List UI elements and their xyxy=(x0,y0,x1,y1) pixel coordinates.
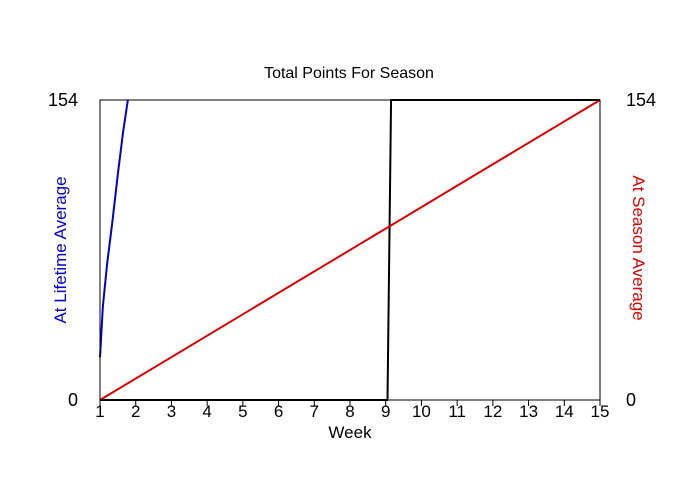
series-line-3 xyxy=(99,99,601,401)
x-tick-label: 13 xyxy=(519,402,538,421)
x-tick-label: 15 xyxy=(591,402,610,421)
right-y-tick-label: 154 xyxy=(626,90,656,110)
x-axis-label: Week xyxy=(328,423,372,442)
x-tick-label: 5 xyxy=(238,402,247,421)
right-y-axis-label: At Season Average xyxy=(629,175,648,320)
y-axis-ticks: 0 154 0 154 xyxy=(48,90,656,410)
x-tick-label: 8 xyxy=(345,402,354,421)
right-y-tick-label: 0 xyxy=(626,390,636,410)
x-tick-label: 12 xyxy=(483,402,502,421)
x-tick-label: 7 xyxy=(310,402,319,421)
series-line-1 xyxy=(99,99,129,358)
x-tick-label: 3 xyxy=(167,402,176,421)
x-tick-label: 2 xyxy=(131,402,140,421)
left-y-axis-label: At Lifetime Average xyxy=(51,176,70,323)
left-y-tick-label: 154 xyxy=(48,90,78,110)
x-tick-label: 14 xyxy=(555,402,574,421)
series-layer xyxy=(99,99,601,401)
x-tick-label: 10 xyxy=(412,402,431,421)
x-tick-label: 11 xyxy=(448,402,466,421)
x-axis-ticks: 1 2 3 4 5 6 7 8 9 10 11 12 13 14 15 xyxy=(95,400,609,421)
x-tick-label: 6 xyxy=(274,402,283,421)
chart-title: Total Points For Season xyxy=(264,65,434,82)
x-tick-label: 4 xyxy=(202,402,211,421)
x-tick-label: 9 xyxy=(381,402,390,421)
x-tick-label: 1 xyxy=(95,402,104,421)
left-y-tick-label: 0 xyxy=(68,390,78,410)
